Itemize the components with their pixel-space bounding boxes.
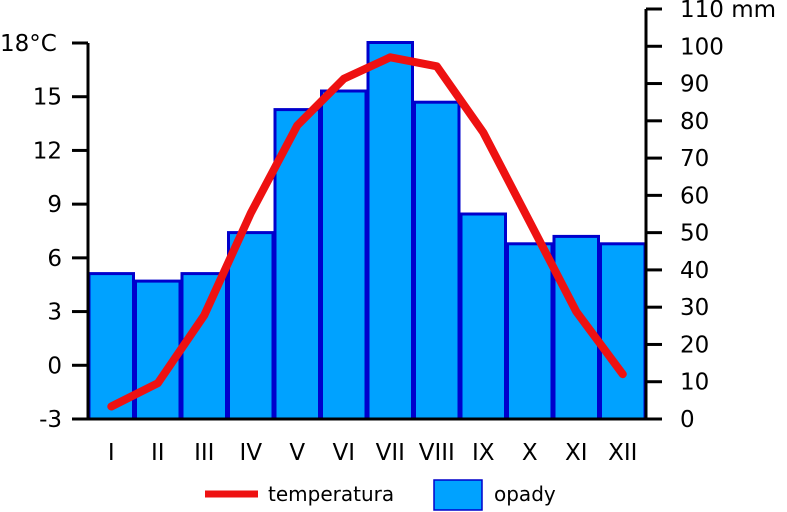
right-axis-tick-label: 20	[680, 332, 709, 358]
temperature-line-layer	[107, 53, 627, 411]
precipitation-bar-II	[134, 279, 182, 421]
axes: -3 0 3 6 9 12 15 18°C 0 10 20 30 40 50 60 70 80 90 100 110 …	[0, 0, 776, 466]
left-axis-tick-label: 3	[47, 300, 62, 326]
right-axis-tick-label: 70	[680, 146, 709, 172]
right-axis-tick-label: 0	[680, 407, 695, 433]
left-axis-tick-label: 9	[47, 192, 62, 218]
left-axis-tick-label: 18°C	[0, 31, 57, 57]
right-axis-tick-label: 40	[680, 258, 709, 284]
right-axis-tick-label: 30	[680, 295, 709, 321]
right-axis-tick-label: 10	[680, 370, 709, 396]
x-axis-tick-label: I	[108, 440, 115, 466]
precipitation-bar-XII	[599, 242, 647, 421]
legend-temperature-label: temperatura	[268, 482, 394, 506]
left-axis-tick-label: -3	[39, 407, 62, 433]
x-axis-tick-label: VIII	[419, 440, 455, 466]
x-axis-tick-label: VII	[376, 440, 405, 466]
x-axis-tick-label: II	[151, 440, 165, 466]
left-axis-tick-label: 0	[47, 353, 62, 379]
x-axis-tick-label: XI	[565, 440, 588, 466]
right-axis-tick-label: 90	[680, 72, 709, 98]
x-axis-tick-label: III	[194, 440, 214, 466]
x-axis-tick-label: IV	[240, 440, 263, 466]
precipitation-bar-X	[506, 242, 554, 421]
x-axis-tick-label: XII	[608, 440, 637, 466]
legend-precipitation-marker	[433, 479, 483, 511]
x-axis-tick-label: IX	[472, 440, 495, 466]
temperature-line	[107, 53, 627, 411]
precipitation-bar-IX	[459, 212, 507, 421]
x-axis-tick-label: X	[522, 440, 538, 466]
precipitation-bar-III	[180, 272, 228, 421]
left-axis-tick-label: 12	[33, 138, 62, 164]
precipitation-bar-VI	[320, 89, 368, 421]
right-axis-tick-label: 110 mm	[680, 0, 776, 23]
precipitation-bar-VII	[366, 41, 414, 421]
left-axis-tick-label: 6	[47, 246, 62, 272]
right-axis-tick-label: 60	[680, 183, 709, 209]
legend-precipitation-label: opady	[494, 482, 556, 506]
legend: temperatura opady	[205, 479, 556, 511]
right-axis-tick-label: 50	[680, 221, 709, 247]
precipitation-bar-IV	[227, 231, 275, 421]
x-axis-tick-label: V	[289, 440, 305, 466]
precipitation-bar-VIII	[413, 100, 461, 421]
right-axis-tick-label: 100	[680, 34, 724, 60]
right-axis-tick-label: 80	[680, 109, 709, 135]
x-axis-tick-label: VI	[333, 440, 356, 466]
left-axis-tick-label: 15	[33, 85, 62, 111]
